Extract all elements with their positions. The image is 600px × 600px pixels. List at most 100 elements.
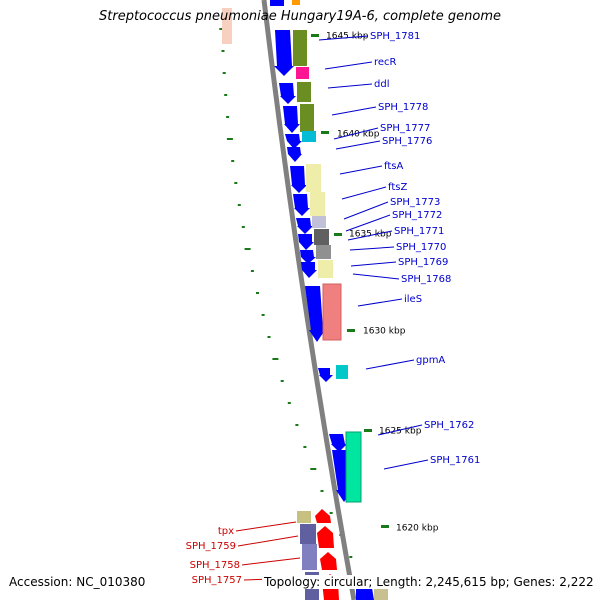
position-label: 1630 kbp: [363, 327, 406, 337]
cog-bar: [300, 524, 316, 544]
gene-arrow-bottom: [356, 588, 374, 600]
position-tick: [364, 429, 372, 432]
gene-label-sph-1781: SPH_1781: [370, 31, 420, 42]
gene-label-gpma: gpmA: [416, 355, 445, 366]
gene-leader-line: [345, 214, 391, 232]
gene-leader-line: [352, 273, 400, 280]
reverse-gene-labels: tpx SPH_1759 SPH_1758 SPH_1757: [186, 521, 303, 586]
position-tick: [347, 329, 355, 332]
gene-label-sph-1772: SPH_1772: [392, 210, 442, 221]
gene-label-sph-1773: SPH_1773: [390, 197, 440, 208]
gene-leader-line: [235, 521, 297, 532]
map-title: Streptococcus pneumoniae Hungary19A-6, c…: [99, 9, 501, 24]
gene-label-sph-1771: SPH_1771: [394, 226, 444, 237]
gene-arrow: [301, 262, 317, 278]
gene-label-sph-1777: SPH_1777: [380, 123, 430, 134]
major-tick: [310, 468, 317, 470]
forward-gene-labels: SPH_1781 recR ddl SPH_1778 SPH_1777 SPH_1776f…: [318, 31, 480, 470]
gene-label-sph-1770: SPH_1770: [396, 242, 446, 253]
topology-label: Topology: circular; Length: 2,245,615 bp…: [262, 575, 596, 589]
minor-tick: [241, 226, 245, 228]
gene-arrow: [329, 434, 347, 452]
gene-leader-line: [241, 557, 301, 566]
minor-tick: [295, 424, 299, 426]
major-tick: [244, 248, 251, 250]
cog-bar: [312, 216, 326, 228]
position-label: 1640 kbp: [337, 130, 380, 140]
cog-bar: [316, 245, 331, 259]
gene-arrow-reverse: [317, 526, 334, 548]
gene-label-tpx: tpx: [218, 526, 234, 537]
gene-leader-line: [333, 127, 379, 140]
minor-tick: [261, 314, 265, 316]
gene-arrow: [287, 147, 302, 162]
gene-label-sph-1768: SPH_1768: [401, 274, 451, 285]
gene-label-ftsz: ftsZ: [388, 182, 407, 193]
position-label: 1645 kbp: [326, 32, 369, 42]
gene-leader-line: [335, 140, 381, 150]
position-label: 1620 kbp: [396, 524, 439, 534]
major-tick: [226, 138, 233, 140]
minor-tick: [280, 380, 284, 382]
minor-tick: [226, 116, 230, 118]
gene-arrow: [285, 134, 302, 149]
cog-bar: [297, 82, 311, 102]
minor-tick: [231, 160, 235, 162]
gene-label-sph-1759: SPH_1759: [186, 541, 236, 552]
position-label: 1635 kbp: [349, 230, 392, 240]
gene-label-ddl: ddl: [374, 79, 389, 90]
minor-tick: [222, 72, 226, 74]
minor-tick: [234, 182, 238, 184]
gene-arrow: [279, 83, 296, 104]
gene-label-sph-1769: SPH_1769: [398, 257, 448, 268]
gene-label-ftsa: ftsA: [384, 161, 403, 172]
gene-label-sph-1758: SPH_1758: [190, 560, 240, 571]
gene-label-sph-1761: SPH_1761: [430, 455, 480, 466]
gene-label-iles: ileS: [404, 294, 422, 305]
position-label: 1625 kbp: [379, 427, 422, 437]
gene-label-sph-1778: SPH_1778: [378, 102, 428, 113]
gene-leader-line: [331, 106, 377, 116]
cog-bar: [293, 30, 307, 66]
forward-strand-arrows: [274, 30, 374, 600]
partial-feature-orange-top: [292, 0, 300, 5]
major-tick: [272, 358, 279, 360]
gene-leader-line: [339, 165, 383, 175]
minor-tick: [287, 402, 291, 404]
cog-bar: [300, 104, 314, 132]
gene-arrow: [293, 194, 310, 216]
gene-label-sph-1776: SPH_1776: [382, 136, 432, 147]
gene-arrow: [283, 106, 300, 133]
gene-arrow: [298, 234, 314, 250]
cog-bar: [336, 365, 348, 379]
gene-arrow: [300, 250, 316, 264]
cog-bar: [302, 544, 317, 570]
minor-tick: [221, 50, 225, 52]
minor-tick: [250, 270, 254, 272]
gene-arrow-reverse: [320, 552, 337, 570]
gene-arrow-reverse: [315, 509, 331, 523]
gene-arrow: [318, 368, 333, 382]
minor-tick: [303, 446, 307, 448]
minor-tick: [329, 512, 333, 514]
gene-leader-line: [343, 201, 389, 220]
cog-bar: [310, 192, 325, 216]
top-partial-features: [222, 0, 300, 44]
forward-cog-bars: [293, 30, 388, 600]
gene-label-sph-1762: SPH_1762: [424, 420, 474, 431]
minor-tick: [237, 204, 241, 206]
cog-bar: [302, 131, 316, 142]
minor-tick: [224, 94, 228, 96]
minor-tick: [320, 490, 324, 492]
gene-leader-line: [365, 359, 415, 370]
minor-tick: [267, 336, 271, 338]
minor-tick: [349, 556, 353, 558]
gene-arrow: [274, 30, 294, 76]
cog-bar: [314, 229, 329, 245]
cog-bar: [296, 67, 309, 79]
position-tick: [334, 233, 342, 236]
gene-leader-line: [237, 535, 299, 547]
gene-leader-line: [377, 424, 423, 436]
partial-feature-blue-top: [270, 0, 284, 6]
